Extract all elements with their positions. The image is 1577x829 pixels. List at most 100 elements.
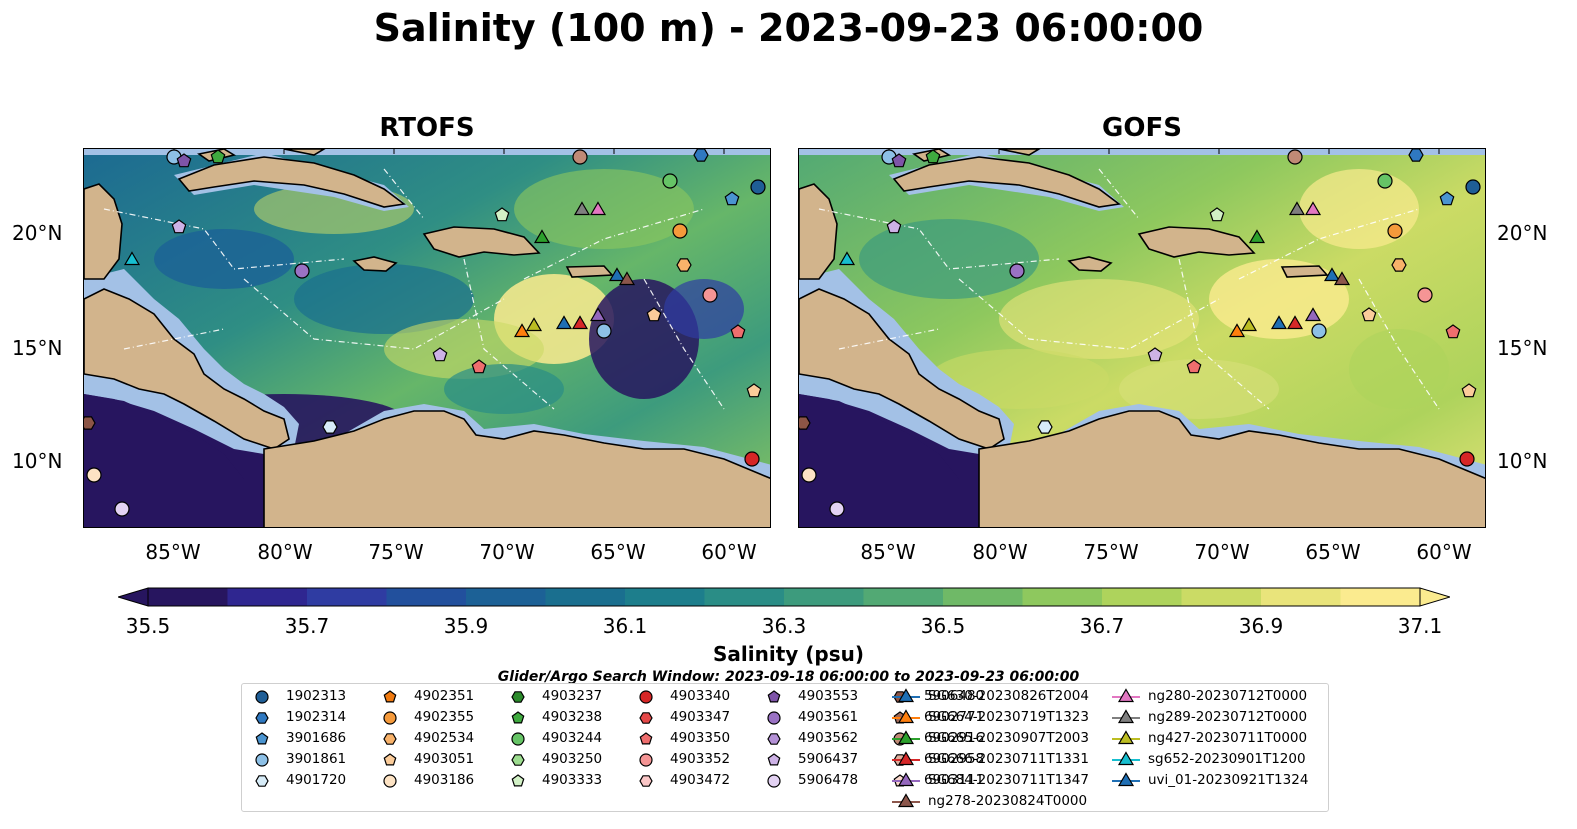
map-marker <box>672 223 688 239</box>
map-marker <box>1408 149 1424 162</box>
map-marker <box>750 179 766 195</box>
hexagon-marker-icon <box>639 712 653 724</box>
map-marker <box>1037 420 1053 434</box>
map-marker <box>1147 347 1163 362</box>
map-rtofs[interactable] <box>83 148 771 528</box>
legend-label: ng427-20230711T0000 <box>1148 730 1308 746</box>
map-marker <box>1288 201 1306 216</box>
map-marker <box>1461 383 1477 398</box>
circle-marker-icon <box>639 753 653 767</box>
map-marker <box>1417 287 1433 303</box>
triangle-marker-icon <box>897 709 915 724</box>
map-marker <box>176 153 192 168</box>
triangle-marker-icon <box>1117 709 1135 724</box>
hexagon-marker-icon <box>767 733 781 745</box>
legend-label: 4901720 <box>286 772 347 788</box>
panel-title-gofs: GOFS <box>1102 113 1182 143</box>
pentagon-marker-icon <box>639 732 653 745</box>
colorbar-tick-label: 36.7 <box>1079 614 1125 638</box>
map-marker <box>1323 267 1341 282</box>
pentagon-marker-icon <box>383 690 397 703</box>
legend-label: 4903186 <box>414 772 475 788</box>
legend-label: 6902771 <box>924 709 985 725</box>
longitude-tick-label: 85°W <box>860 540 916 564</box>
colorbar-segment <box>704 588 785 606</box>
map-marker <box>1270 315 1288 330</box>
legend-label: 4902351 <box>414 688 475 704</box>
latitude-tick-label: 10°N <box>12 449 63 473</box>
legend-label: 4903350 <box>670 730 731 746</box>
colorbar <box>116 586 1452 608</box>
longitude-tick-label: 80°W <box>257 540 313 564</box>
legend-label: 4903472 <box>670 772 731 788</box>
legend-label: ng280-20230712T0000 <box>1148 688 1308 704</box>
triangle-marker-icon <box>1117 730 1135 745</box>
legend-label: uvi_01-20230921T1324 <box>1148 772 1309 788</box>
map-gofs[interactable] <box>798 148 1486 528</box>
legend-label: 4902534 <box>414 730 475 746</box>
map-marker <box>608 267 626 282</box>
map-marker <box>693 149 709 162</box>
legend-label: 6903111 <box>924 772 985 788</box>
colorbar-segment <box>307 588 387 606</box>
latitude-tick-label: 20°N <box>1497 221 1548 245</box>
legend-label: 4903250 <box>542 751 603 767</box>
longitude-tick-label: 70°W <box>1194 540 1250 564</box>
map-marker <box>210 149 226 164</box>
map-marker <box>471 359 487 374</box>
map-marker <box>744 451 760 467</box>
colorbar-segment <box>545 588 626 606</box>
colorbar-extend-low <box>116 587 149 607</box>
map-marker <box>1186 359 1202 374</box>
map-marker <box>1465 179 1481 195</box>
circle-marker-icon <box>383 711 397 725</box>
colorbar-tick-label: 35.9 <box>443 614 489 638</box>
colorbar-segment <box>863 588 944 606</box>
circle-marker-icon <box>255 753 269 767</box>
map-marker <box>1240 317 1258 332</box>
longitude-tick-label: 80°W <box>972 540 1028 564</box>
longitude-tick-label: 65°W <box>590 540 646 564</box>
pentagon-marker-icon <box>511 774 525 787</box>
map-marker <box>123 251 141 266</box>
map-marker <box>86 467 102 483</box>
legend-label: 6902916 <box>924 730 985 746</box>
legend-label: sg652-20230901T1200 <box>1148 751 1306 767</box>
colorbar-segment <box>1102 588 1182 606</box>
longitude-tick-label: 60°W <box>1416 540 1472 564</box>
legend-label: 4903561 <box>798 709 859 725</box>
legend-label: SG664-20230719T1323 <box>928 709 1089 725</box>
pentagon-marker-icon <box>511 711 525 724</box>
map-marker <box>1459 451 1475 467</box>
legend-label: 3901686 <box>286 730 347 746</box>
map-marker <box>1287 149 1303 165</box>
colorbar-segment <box>625 588 705 606</box>
map-marker <box>646 307 662 322</box>
colorbar-segment <box>1261 588 1341 606</box>
map-marker <box>1304 307 1322 322</box>
longitude-tick-label: 75°W <box>368 540 424 564</box>
map-marker <box>730 324 746 339</box>
map-marker <box>676 258 692 272</box>
map-marker <box>662 173 678 189</box>
colorbar-label: Salinity (psu) <box>712 642 864 666</box>
triangle-marker-icon <box>897 688 915 703</box>
colorbar-segment <box>1340 588 1421 606</box>
map-marker <box>571 315 589 330</box>
latitude-tick-label: 15°N <box>12 336 63 360</box>
triangle-marker-icon <box>1117 772 1135 787</box>
hexagon-marker-icon <box>255 712 269 724</box>
colorbar-segment <box>227 588 308 606</box>
colorbar-tick-label: 36.9 <box>1238 614 1284 638</box>
map-marker <box>513 323 531 338</box>
legend-label: 4903553 <box>798 688 859 704</box>
colorbar-segment <box>1181 588 1262 606</box>
legend-label: ng278-20230824T0000 <box>928 793 1088 809</box>
map-marker <box>573 201 591 216</box>
latitude-tick-label: 10°N <box>1497 449 1548 473</box>
legend-label: 4903340 <box>670 688 731 704</box>
map-marker <box>1286 315 1304 330</box>
legend-label: 4903347 <box>670 709 731 725</box>
map-marker <box>746 383 762 398</box>
legend-label: SG684-20230711T1347 <box>928 772 1089 788</box>
